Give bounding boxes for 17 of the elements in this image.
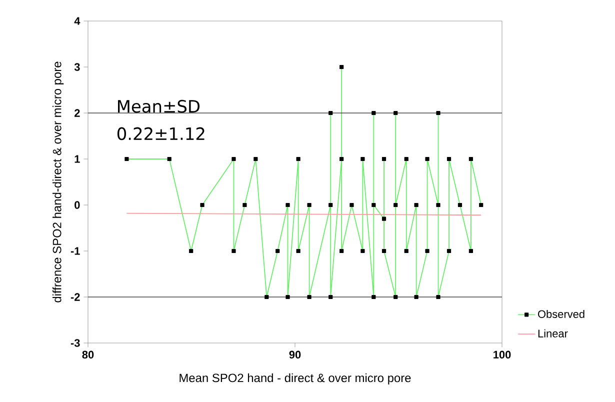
y-tick-label: 0: [74, 201, 80, 209]
y-tick-label: 2: [74, 109, 80, 117]
x-tick-label: 100: [494, 350, 511, 359]
y-tick-label: -1: [70, 247, 80, 255]
x-axis-title: Mean SPO2 hand - direct & over micro pore: [180, 373, 411, 385]
annotation: 0.22±1.12: [117, 127, 204, 140]
y-tick-label: 1: [74, 155, 80, 163]
y-tick-label: -3: [70, 339, 80, 347]
y-axis-title: diffrence SPO2 hand-direct & over micro pore: [52, 62, 64, 302]
legend-label: Observed: [538, 310, 584, 318]
x-tick-label: 80: [82, 350, 94, 359]
x-tick-label: 90: [289, 350, 301, 359]
legend-label: Linear: [538, 329, 568, 338]
y-tick-label: 3: [74, 63, 80, 71]
y-tick-label: 4: [74, 17, 80, 25]
annotation: Mean±SD: [118, 100, 200, 113]
y-tick-label: -2: [70, 293, 80, 301]
